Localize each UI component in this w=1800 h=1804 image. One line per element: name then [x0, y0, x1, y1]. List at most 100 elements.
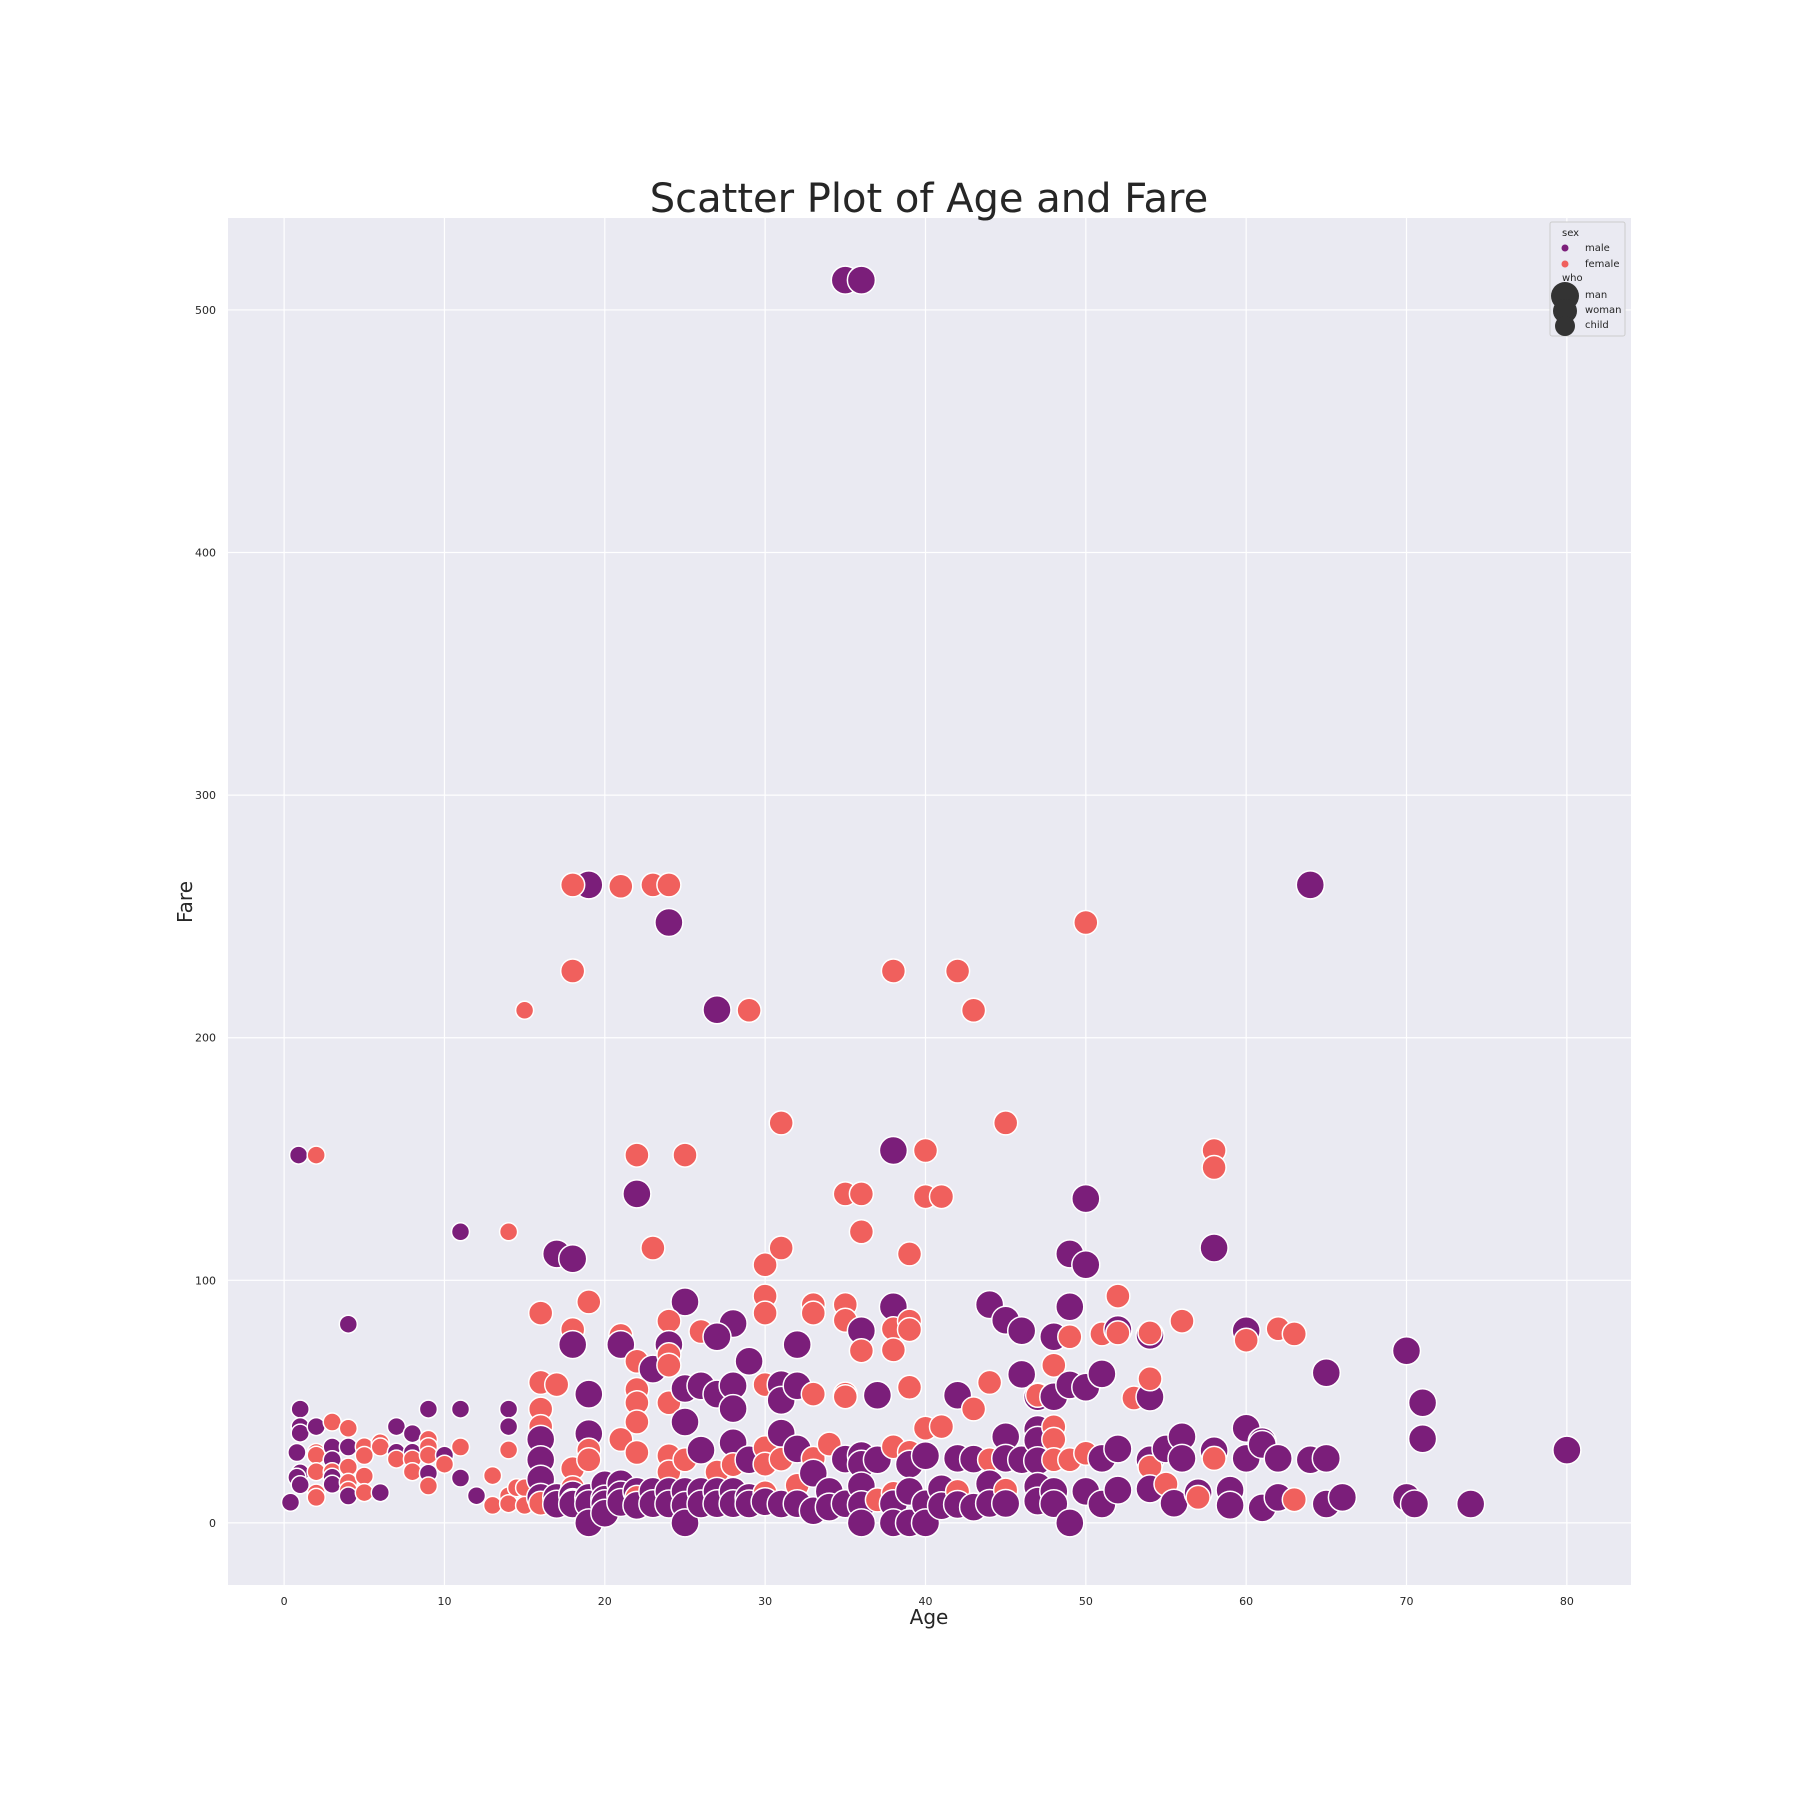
- legend-title-sex: sex: [1562, 228, 1579, 239]
- scatter-point: [670, 1287, 700, 1317]
- scatter-point: [527, 1300, 554, 1326]
- scatter-point: [702, 1322, 732, 1352]
- scatter-point: [752, 1252, 778, 1278]
- scatter-point: [862, 1380, 893, 1411]
- y-tick-label: 500: [195, 304, 216, 317]
- x-tick-label: 40: [918, 1595, 932, 1608]
- scatter-point: [848, 1219, 875, 1245]
- scatter-point: [1295, 870, 1326, 900]
- scatter-point: [1055, 1291, 1085, 1322]
- scatter-point: [1041, 1352, 1067, 1378]
- legend-label-woman: woman: [1585, 305, 1622, 316]
- scatter-point: [656, 1352, 682, 1378]
- scatter-point: [1199, 1233, 1229, 1263]
- legend-marker-male: [1561, 244, 1569, 252]
- scatter-point: [878, 1135, 909, 1166]
- scatter-point: [559, 958, 586, 984]
- scatter-point: [370, 1437, 391, 1457]
- scatter-point: [1071, 1183, 1101, 1214]
- scatter-point: [1105, 1320, 1131, 1346]
- scatter-point: [686, 1435, 716, 1465]
- scatter-point: [848, 1181, 875, 1207]
- scatter-point: [1137, 1366, 1163, 1392]
- scatter-point: [498, 1440, 519, 1460]
- scatter-point: [450, 1399, 471, 1419]
- scatter-point: [624, 1439, 650, 1466]
- scatter-point: [1103, 1434, 1133, 1464]
- scatter-point: [1311, 1357, 1342, 1388]
- scatter-point: [1057, 1324, 1083, 1350]
- scatter-point: [800, 1300, 827, 1326]
- scatter-point: [990, 1488, 1021, 1519]
- scatter-point: [654, 907, 684, 938]
- x-tick-label: 30: [758, 1595, 772, 1608]
- scatter-point: [1281, 1321, 1308, 1347]
- scatter-point: [1167, 1443, 1197, 1474]
- chart-title: Scatter Plot of Age and Fare: [650, 176, 1208, 222]
- scatter-point: [928, 1413, 955, 1440]
- scatter-point: [482, 1465, 503, 1486]
- scatter-point: [832, 1383, 859, 1410]
- scatter-point: [450, 1437, 471, 1457]
- scatter-point: [1185, 1484, 1211, 1511]
- scatter-point: [306, 1487, 326, 1508]
- scatter-point: [670, 1508, 700, 1538]
- scatter-point: [846, 265, 877, 295]
- scatter-point: [736, 997, 762, 1024]
- scatter-point: [306, 1145, 326, 1165]
- scatter-point: [896, 1241, 923, 1267]
- scatter-point: [912, 1137, 939, 1164]
- legend-title-who: who: [1562, 273, 1583, 284]
- scatter-point: [1407, 1388, 1438, 1418]
- scatter-point: [498, 1399, 519, 1419]
- scatter-point: [322, 1474, 342, 1495]
- x-tick-label: 50: [1079, 1595, 1093, 1608]
- scatter-point: [1169, 1308, 1195, 1334]
- scatter-point: [1137, 1320, 1163, 1346]
- scatter-point: [1201, 1154, 1227, 1181]
- scatter-point: [1327, 1482, 1358, 1513]
- legend-marker-female: [1561, 260, 1569, 268]
- scatter-point: [1055, 1508, 1085, 1538]
- x-tick-label: 60: [1239, 1595, 1253, 1608]
- scatter-point: [992, 1110, 1019, 1136]
- scatter-point: [624, 1142, 650, 1168]
- scatter-point: [1263, 1443, 1293, 1474]
- scatter-point: [1073, 909, 1099, 936]
- scatter-point: [944, 958, 971, 984]
- axis-ticks: 0 10 20 30 40 50 60 70 80 0 100 200 300 400 500: [195, 304, 1574, 1608]
- grid-lines: [228, 218, 1631, 1585]
- y-tick-label: 400: [195, 547, 216, 560]
- scatter-point: [960, 997, 987, 1024]
- scatter-point: [466, 1485, 487, 1506]
- scatter-point: [280, 1492, 301, 1513]
- scatter-point: [1039, 1488, 1069, 1519]
- scatter-point: [640, 1235, 666, 1261]
- scatter-point: [928, 1183, 955, 1210]
- scatter-point: [1233, 1327, 1259, 1353]
- legend-label-female: female: [1585, 259, 1619, 270]
- x-tick-label: 70: [1400, 1595, 1414, 1608]
- legend-label-man: man: [1585, 290, 1607, 301]
- scatter-point: [1006, 1316, 1037, 1346]
- scatter-point: [608, 873, 634, 900]
- scatter-point: [306, 1445, 326, 1465]
- scatter-point: [960, 1396, 987, 1422]
- scatter-point: [418, 1399, 439, 1419]
- scatter-point: [559, 872, 586, 898]
- scatter-point: [848, 1337, 875, 1364]
- scatter-point: [450, 1222, 471, 1242]
- scatter-point: [498, 1416, 519, 1437]
- scatter-point: [1399, 1489, 1430, 1519]
- scatter-point: [386, 1416, 407, 1437]
- legend: sex male female who man woman child: [1549, 221, 1626, 337]
- y-tick-label: 100: [195, 1274, 216, 1287]
- scatter-point: [800, 1381, 827, 1407]
- scatter-point: [1071, 1250, 1101, 1280]
- scatter-point: [622, 1179, 652, 1209]
- scatter-point: [768, 1110, 794, 1136]
- y-tick-label: 0: [209, 1517, 216, 1530]
- plot-area: [228, 218, 1631, 1585]
